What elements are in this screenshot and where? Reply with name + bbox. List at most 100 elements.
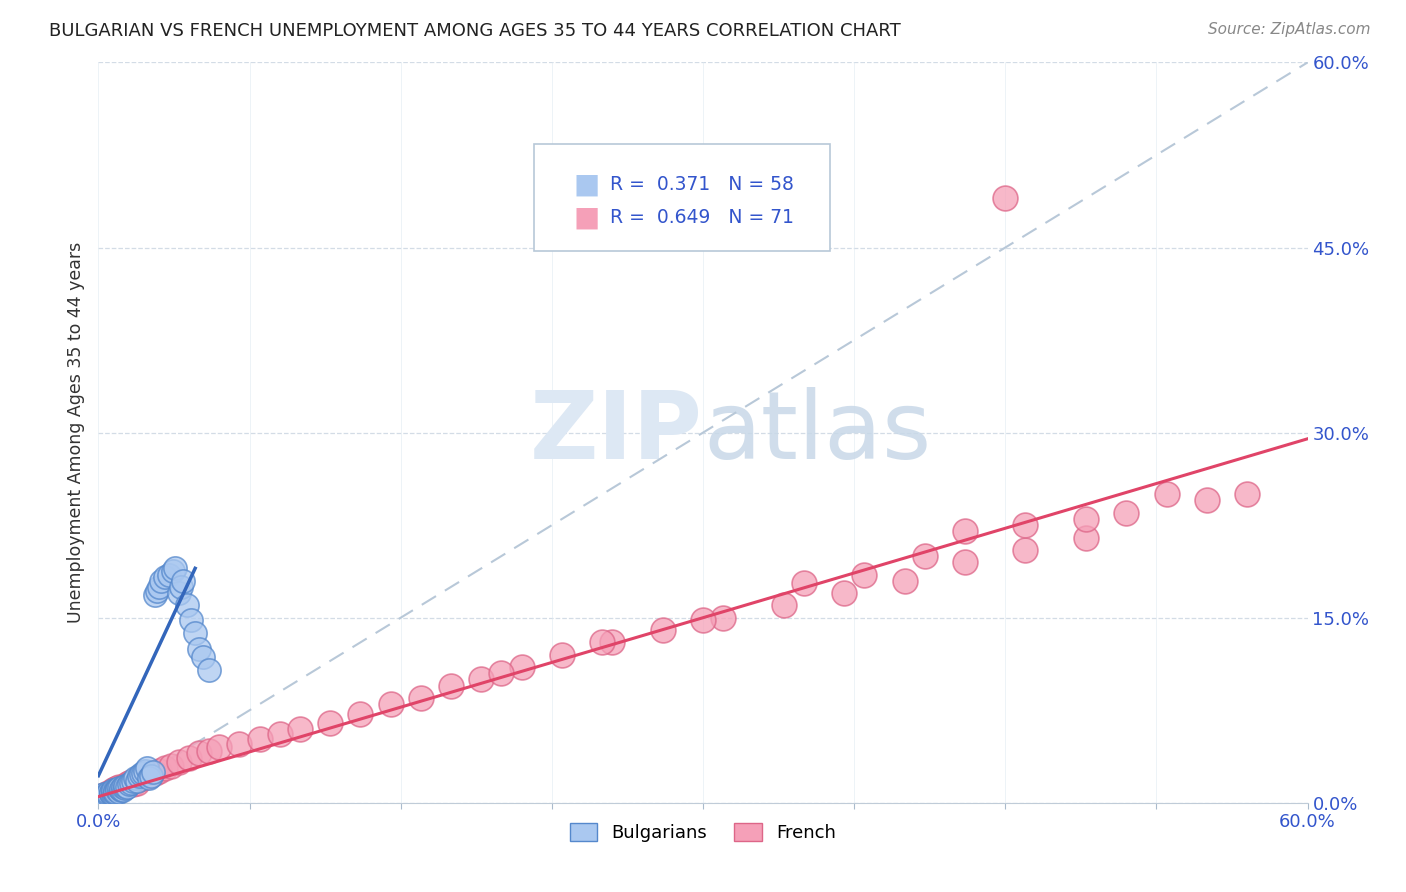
Point (103, 786, 125, 800)
Point (470, 673, 492, 687)
Point (551, 648, 574, 662)
Legend: Bulgarians, French: Bulgarians, French (562, 815, 844, 849)
Point (96, 789, 118, 803)
Point (135, 761, 157, 775)
Point (176, 599, 198, 613)
Point (111, 783, 134, 797)
Point (91, 789, 114, 803)
Point (143, 766, 166, 780)
Point (349, 706, 371, 721)
Point (93, 789, 115, 803)
Point (692, 613, 714, 627)
Point (107, 782, 129, 797)
Point (101, 785, 124, 799)
Point (97, 787, 120, 801)
Point (1195, 493, 1218, 508)
Point (146, 583, 169, 598)
Point (1014, 542, 1036, 557)
Point (100, 785, 122, 799)
Point (105, 782, 128, 797)
Point (111, 780, 134, 794)
Point (994, 191, 1017, 205)
Point (114, 779, 136, 793)
Point (105, 783, 128, 797)
Point (157, 567, 180, 582)
Point (184, 625, 207, 640)
Point (179, 751, 201, 765)
Point (128, 769, 150, 783)
Point (193, 650, 215, 665)
Point (180, 613, 202, 627)
Text: ■: ■ (574, 204, 600, 232)
Point (269, 727, 291, 741)
Point (138, 769, 160, 783)
Point (132, 771, 155, 785)
Point (101, 783, 124, 797)
Text: R =  0.649   N = 71: R = 0.649 N = 71 (610, 209, 794, 227)
Point (103, 785, 125, 799)
Point (228, 737, 250, 751)
Point (138, 771, 160, 785)
Point (143, 589, 166, 603)
Text: Source: ZipAtlas.com: Source: ZipAtlas.com (1208, 22, 1371, 37)
Point (440, 679, 463, 693)
Point (114, 780, 136, 795)
Point (1115, 506, 1137, 520)
Point (162, 564, 184, 578)
Point (118, 776, 141, 790)
Point (101, 783, 124, 797)
Point (107, 780, 129, 795)
Point (1074, 512, 1097, 526)
Point (111, 780, 134, 794)
Point (103, 783, 125, 797)
Point (96, 789, 118, 804)
Point (288, 722, 311, 736)
Point (380, 697, 402, 711)
Point (914, 549, 936, 563)
Point (651, 623, 673, 637)
Point (953, 524, 976, 539)
Point (103, 785, 125, 799)
Point (110, 783, 132, 797)
Point (153, 761, 176, 775)
Point (110, 782, 132, 797)
Point (101, 786, 124, 800)
Point (772, 599, 794, 613)
Point (91, 789, 114, 804)
Point (128, 772, 150, 787)
Point (97, 789, 120, 803)
Point (93, 787, 115, 801)
Point (100, 785, 122, 799)
Point (107, 785, 129, 799)
Point (100, 786, 122, 800)
Text: atlas: atlas (703, 386, 931, 479)
FancyBboxPatch shape (534, 144, 830, 252)
Point (100, 787, 122, 801)
Point (142, 764, 165, 779)
Point (121, 777, 143, 791)
Point (160, 758, 183, 772)
Point (1014, 518, 1036, 533)
Point (832, 586, 855, 600)
Point (167, 586, 190, 600)
Point (139, 769, 162, 783)
Point (118, 777, 141, 791)
Text: ZIP: ZIP (530, 386, 703, 479)
Point (134, 764, 156, 778)
Point (110, 780, 132, 795)
Point (105, 780, 128, 795)
Point (115, 780, 138, 794)
Point (602, 635, 624, 649)
Point (1156, 487, 1178, 501)
Point (125, 773, 148, 788)
Point (170, 580, 193, 594)
Text: ■: ■ (574, 170, 600, 199)
Point (591, 635, 613, 649)
Point (97, 786, 120, 800)
Point (153, 570, 176, 584)
Point (198, 744, 221, 758)
Point (491, 666, 513, 681)
Point (96, 789, 118, 803)
Point (167, 755, 190, 769)
Point (121, 773, 143, 788)
